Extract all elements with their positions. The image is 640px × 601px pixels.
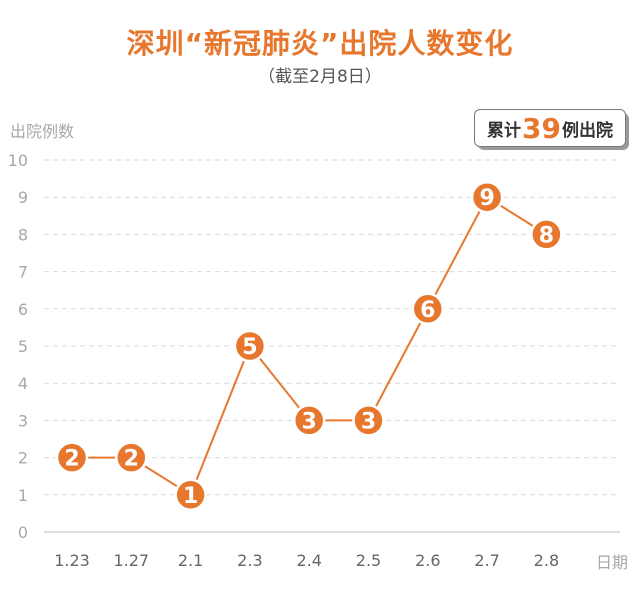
y-tick-label: 1 — [18, 486, 28, 505]
data-label: 6 — [420, 298, 435, 323]
data-point — [115, 441, 148, 474]
data-point — [352, 404, 385, 437]
y-tick-label: 7 — [18, 263, 28, 282]
chart-title: 深圳“新冠肺炎”出院人数变化 — [126, 27, 514, 60]
x-tick-label: 2.1 — [178, 551, 203, 570]
y-tick-label: 0 — [18, 523, 28, 542]
x-tick-label: 2.4 — [296, 551, 321, 570]
x-axis-label: 日期 — [596, 553, 629, 572]
data-label: 5 — [242, 335, 257, 360]
data-label: 8 — [539, 223, 554, 248]
x-tick-label: 1.27 — [113, 551, 149, 570]
y-axis-label: 出院例数 — [10, 122, 75, 141]
total-discharged-badge: 累计 39 例出院 — [474, 109, 629, 150]
data-label: 2 — [124, 447, 139, 472]
x-tick-label: 1.23 — [54, 551, 90, 570]
x-tick-label: 2.3 — [237, 551, 262, 570]
data-point — [530, 218, 563, 251]
y-tick-label: 10 — [8, 151, 28, 170]
data-label: 1 — [183, 484, 198, 509]
x-tick-label: 2.7 — [474, 551, 499, 570]
chart-subtitle: （截至2月8日） — [258, 67, 382, 87]
x-tick-label: 2.6 — [415, 551, 440, 570]
badge-prefix: 累计 — [487, 120, 522, 141]
y-tick-label: 6 — [18, 300, 28, 319]
y-tick-label: 4 — [18, 374, 28, 393]
data-label: 3 — [361, 409, 376, 434]
x-tick-label: 2.8 — [534, 551, 559, 570]
data-point — [470, 180, 504, 214]
y-tick-label: 9 — [18, 188, 28, 207]
data-point — [174, 478, 207, 512]
data-point — [292, 404, 326, 437]
y-tick-label: 3 — [18, 411, 28, 430]
y-tick-label: 5 — [18, 337, 28, 356]
badge-number: 39 — [522, 111, 561, 145]
data-point — [411, 292, 445, 326]
y-tick-label: 2 — [18, 449, 28, 468]
data-point — [55, 441, 89, 474]
y-tick-label: 8 — [18, 225, 28, 244]
data-point — [233, 329, 267, 363]
data-label: 3 — [302, 409, 317, 434]
x-tick-label: 2.5 — [356, 551, 381, 570]
badge-suffix: 例出院 — [561, 120, 613, 141]
data-label: 9 — [479, 186, 494, 211]
data-label: 2 — [64, 447, 79, 472]
